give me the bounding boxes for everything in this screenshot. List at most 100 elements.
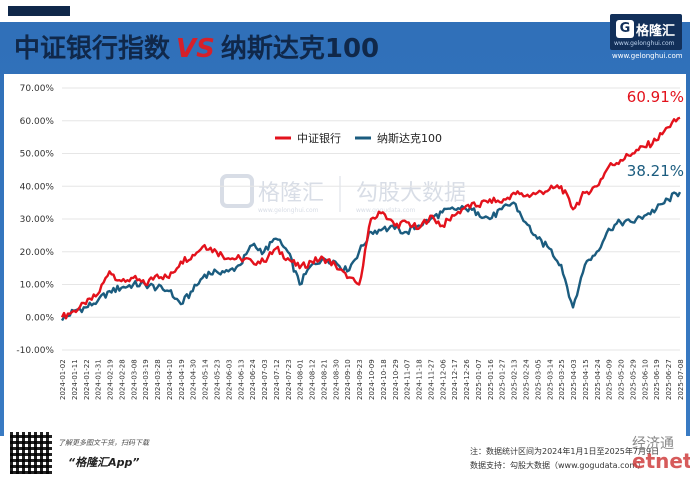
x-tick-label: 2025-06-27 <box>665 359 673 400</box>
x-tick-label: 2025-03-25 <box>558 359 566 400</box>
y-tick-label: 50.00% <box>20 150 55 160</box>
x-tick-label: 2024-01-02 <box>59 359 67 400</box>
x-tick-label: 2025-04-24 <box>594 359 602 400</box>
title-right: 纳斯达克100 <box>220 34 380 64</box>
x-tick-label: 2024-02-28 <box>118 359 126 400</box>
x-tick-label: 2024-11-07 <box>404 359 412 400</box>
brand-logo-url: www.gelonghui.com <box>614 40 675 47</box>
x-tick-label: 2024-06-03 <box>225 359 233 400</box>
note-period: 注：数据统计区间为2024年1月1日至2025年7月9日 <box>470 447 660 456</box>
x-tick-label: 2024-01-31 <box>95 359 103 400</box>
end-label: 38.21% <box>627 162 684 180</box>
watermark-center-url: www.gogudata.com <box>356 207 416 214</box>
x-tick-label: 2024-07-23 <box>285 359 293 400</box>
series-line <box>60 116 681 320</box>
watermark-etnet: etnet <box>632 449 690 473</box>
end-labels: 60.91% 38.21% <box>627 88 684 180</box>
brand-logo: G 格隆汇 www.gelonghui.com <box>610 14 682 50</box>
plot-panel <box>4 74 686 436</box>
x-tick-label: 2025-03-14 <box>546 359 554 400</box>
brand-url: www.gelonghui.com <box>612 52 683 60</box>
top-bar <box>0 0 690 22</box>
x-tick-label: 2025-05-09 <box>606 359 614 400</box>
y-tick-label: 0.00% <box>25 313 54 323</box>
x-tick-label: 2025-05-20 <box>618 359 626 400</box>
x-tick-label: 2024-11-18 <box>416 359 424 400</box>
x-tick-label: 2025-07-08 <box>677 359 685 400</box>
x-tick-label: 2024-03-08 <box>130 359 138 400</box>
x-tick-label: 2024-10-18 <box>380 359 388 400</box>
series-nasdaq <box>60 191 682 322</box>
x-tick-label: 2024-05-14 <box>202 359 210 400</box>
x-tick-label: 2025-02-24 <box>523 359 531 400</box>
x-tick-label: 2025-01-27 <box>499 359 507 400</box>
title-vs: VS <box>176 34 215 64</box>
x-tick-label: 2025-03-05 <box>534 359 542 400</box>
x-tick-label: 2024-08-12 <box>309 359 317 400</box>
x-tick-label: 2025-05-29 <box>629 359 637 400</box>
x-tick-label: 2024-05-23 <box>214 359 222 400</box>
brand-logo-name: 格隆汇 <box>636 24 676 39</box>
x-tick-label: 2024-06-13 <box>237 359 245 400</box>
footer <box>0 436 690 478</box>
x-tick-label: 2025-01-16 <box>487 359 495 400</box>
x-tick-label: 2024-04-10 <box>166 359 174 400</box>
watermark-url: www.gelonghui.com <box>258 207 319 214</box>
legend-label: 纳斯达克100 <box>377 132 442 145</box>
y-tick-label: -10.00% <box>16 346 54 356</box>
x-tick-label: 2024-04-19 <box>178 359 186 400</box>
x-tick-label: 2024-12-17 <box>451 359 459 400</box>
x-tick-label: 2024-08-21 <box>320 359 328 400</box>
x-tick-label: 2025-06-19 <box>653 359 661 400</box>
x-tick-label: 2025-04-03 <box>570 359 578 400</box>
x-tick-label: 2024-10-09 <box>368 359 376 400</box>
y-tick-label: 60.00% <box>20 117 55 127</box>
x-tick-label: 2025-04-15 <box>582 359 590 400</box>
qr-caption: 了解更多图文干货，扫码下载 <box>58 439 149 447</box>
x-tick-label: 2024-10-29 <box>392 359 400 400</box>
chart-title: 中证银行指数 VS 纳斯达克100 <box>14 28 379 65</box>
x-tick-label: 2024-08-01 <box>297 359 305 400</box>
y-tick-label: 20.00% <box>20 248 55 258</box>
note-source: 数据支持：勾股大数据（www.gogudata.com） <box>470 461 646 470</box>
series-lines <box>60 116 682 322</box>
watermark-brand: 格隆汇 <box>258 181 324 206</box>
y-tick-label: 10.00% <box>20 281 55 291</box>
top-bar-stripe <box>8 6 70 16</box>
x-tick-label: 2024-11-27 <box>427 359 435 400</box>
app-name: “格隆汇App” <box>68 456 140 469</box>
x-tick-label: 2024-12-06 <box>439 359 447 400</box>
x-tick-label: 2024-03-19 <box>142 359 150 400</box>
x-tick-label: 2024-09-23 <box>356 359 364 400</box>
x-tick-label: 2024-01-22 <box>83 359 91 400</box>
y-tick-label: 70.00% <box>20 84 55 94</box>
title-left: 中证银行指数 <box>14 34 171 64</box>
x-tick-label: 2024-08-30 <box>332 359 340 400</box>
qr-code[interactable] <box>8 430 54 476</box>
x-tick-label: 2024-06-24 <box>249 359 257 400</box>
watermark-jjt: 经济通 <box>632 436 674 452</box>
y-axis: -10.00% 0.00% 10.00% 20.00% 30.00% 40.00% 50.0… <box>16 84 54 356</box>
watermark: 格隆汇 www.gelonghui.com 勾股大数据 www.gogudata… <box>220 174 466 214</box>
y-tick-label: 40.00% <box>20 182 55 192</box>
series-bank <box>60 116 681 320</box>
x-tick-label: 2025-06-10 <box>641 359 649 400</box>
x-tick-label: 2025-01-07 <box>475 359 483 400</box>
x-tick-label: 2024-04-30 <box>190 359 198 400</box>
x-tick-label: 2024-03-28 <box>154 359 162 400</box>
series-line <box>60 191 682 322</box>
x-tick-label: 2024-01-11 <box>71 359 79 400</box>
legend-label: 中证银行 <box>297 131 341 145</box>
x-axis: 2024-01-02 2024-01-11 2024-01-22 2024-01-31… <box>59 359 685 400</box>
x-tick-label: 2024-12-26 <box>463 359 471 400</box>
brand-logo-icon: G <box>616 20 634 38</box>
end-label: 60.91% <box>627 88 684 106</box>
x-tick-label: 2024-02-19 <box>107 359 115 400</box>
legend: 中证银行 纳斯达克100 <box>275 131 442 145</box>
y-tick-label: 30.00% <box>20 215 55 225</box>
watermark-center: 勾股大数据 <box>356 181 466 206</box>
x-tick-label: 2024-07-03 <box>261 359 269 400</box>
x-tick-label: 2024-07-12 <box>273 359 281 400</box>
watermark-g-icon <box>220 174 254 208</box>
